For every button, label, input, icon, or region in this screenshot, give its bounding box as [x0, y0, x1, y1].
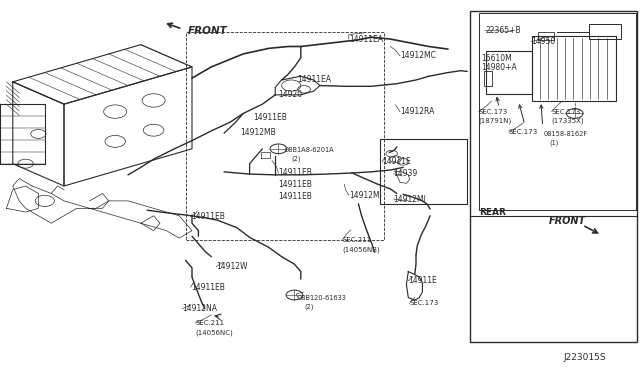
- Text: SEC.211: SEC.211: [195, 320, 225, 326]
- Text: 14911EB: 14911EB: [191, 212, 225, 221]
- Text: 14950: 14950: [531, 37, 556, 46]
- Bar: [484, 71, 492, 86]
- Bar: [538, 32, 554, 40]
- Text: (2): (2): [291, 156, 301, 163]
- Text: (1): (1): [549, 140, 559, 147]
- Text: 14912W: 14912W: [216, 262, 248, 271]
- Text: SEC.211: SEC.211: [342, 237, 372, 243]
- Bar: [186, 32, 384, 240]
- Text: 16610M: 16610M: [481, 54, 512, 63]
- Text: 08B1A8-6201A: 08B1A8-6201A: [285, 147, 335, 153]
- Text: (14056NC): (14056NC): [195, 330, 233, 336]
- Text: 08B120-61633: 08B120-61633: [298, 295, 346, 301]
- Bar: [470, 11, 637, 342]
- Text: FRONT: FRONT: [188, 26, 228, 36]
- Text: 14911EB: 14911EB: [278, 192, 312, 201]
- Bar: [486, 51, 532, 94]
- Text: 14911EB: 14911EB: [191, 283, 225, 292]
- Text: 14912M: 14912M: [349, 191, 380, 200]
- Bar: [532, 36, 616, 101]
- Text: 14980+A: 14980+A: [481, 63, 517, 72]
- Text: 14939: 14939: [394, 169, 418, 178]
- Text: 14911E: 14911E: [382, 157, 411, 166]
- Text: FRONT: FRONT: [549, 217, 586, 226]
- Text: SEC.173: SEC.173: [509, 129, 538, 135]
- Text: 14912MC: 14912MC: [400, 51, 436, 60]
- Text: SEC.173: SEC.173: [410, 300, 439, 306]
- Text: 14911E: 14911E: [408, 276, 437, 285]
- Bar: [589, 24, 621, 39]
- Text: 14920: 14920: [278, 90, 303, 99]
- Text: 14911EA: 14911EA: [349, 35, 383, 44]
- Text: 14911EB: 14911EB: [278, 169, 312, 177]
- Text: SEC.173: SEC.173: [552, 109, 581, 115]
- Text: 14912MI: 14912MI: [394, 195, 426, 203]
- Text: J223015S: J223015S: [563, 353, 606, 362]
- Text: 14912NA: 14912NA: [182, 304, 218, 313]
- Text: SEC.173: SEC.173: [479, 109, 508, 115]
- Text: 14912RA: 14912RA: [400, 107, 435, 116]
- Text: 08158-8162F: 08158-8162F: [544, 131, 588, 137]
- Text: 22365+B: 22365+B: [485, 26, 521, 35]
- Text: 14911EA: 14911EA: [298, 76, 332, 84]
- Text: 14911EB: 14911EB: [278, 180, 312, 189]
- Text: (18791N): (18791N): [479, 118, 512, 124]
- Text: 14912MB: 14912MB: [240, 128, 276, 137]
- Text: REAR: REAR: [479, 208, 506, 217]
- Bar: [380, 139, 467, 204]
- Text: (14056NB): (14056NB): [342, 247, 380, 253]
- Bar: [479, 13, 636, 210]
- Text: (17335X): (17335X): [552, 118, 584, 124]
- Text: 14911EB: 14911EB: [253, 113, 287, 122]
- Text: (2): (2): [304, 304, 314, 310]
